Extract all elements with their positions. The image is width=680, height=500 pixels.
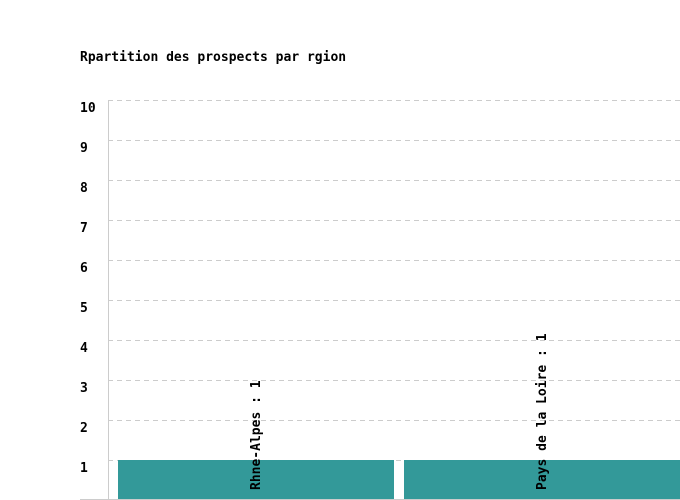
y-tick-label: 5 <box>80 301 88 316</box>
chart-title: Rpartition des prospects par rgion <box>80 50 347 65</box>
y-tick-label: 10 <box>80 101 96 116</box>
y-tick-label: 4 <box>80 341 88 356</box>
bar <box>404 460 680 500</box>
y-tick-label: 3 <box>80 381 88 396</box>
y-tick-label: 7 <box>80 221 88 236</box>
y-tick-label: 8 <box>80 181 88 196</box>
y-tick-label: 6 <box>80 261 88 276</box>
bar <box>118 460 394 500</box>
data-label: Rhne-Alpes : 1 <box>249 380 264 490</box>
y-tick-label: 9 <box>80 141 88 156</box>
y-tick-label: 1 <box>80 461 88 476</box>
y-tick-label: 2 <box>80 421 88 436</box>
data-label: Pays de la Loire : 1 <box>535 333 550 490</box>
